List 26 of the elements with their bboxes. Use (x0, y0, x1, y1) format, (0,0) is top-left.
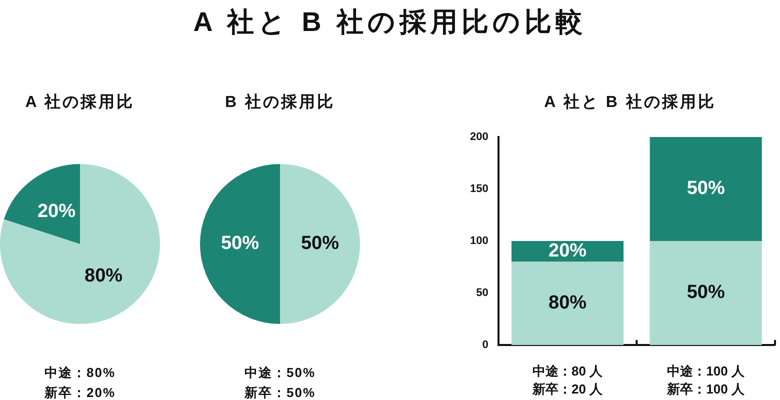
chart-title: B 社の採用比 (224, 92, 336, 113)
text: A 社と B 社の採用比の比較 (192, 6, 588, 39)
y-tick-label: 200 (470, 131, 488, 144)
annotation: 20% (548, 240, 587, 262)
annotation: 80% (548, 292, 587, 314)
y-tick-label: 0 (482, 339, 488, 352)
data-label: 80% (84, 266, 123, 287)
bar (511, 262, 624, 345)
y-tick-label: 100 (470, 235, 488, 248)
chart-title: A 社と B 社の採用比 (543, 92, 717, 113)
bar (650, 137, 762, 241)
bar (650, 241, 762, 345)
x-tick-label: 中途：100 人新卒：100 人 (666, 364, 746, 397)
y-tick-label: 150 (470, 183, 488, 196)
data-label: 50% (220, 233, 260, 254)
data-label: 50% (300, 233, 340, 254)
annotation: 50% (686, 178, 725, 200)
text: 新卒：20% (43, 384, 117, 400)
text: 中途：80% (43, 364, 117, 382)
data-label: 20% (37, 200, 76, 222)
annotation: 50% (686, 282, 725, 304)
y-tick-label: 50 (476, 287, 488, 300)
text: 新卒：50% (243, 384, 317, 400)
text: 中途：50% (243, 364, 317, 382)
chart-title: A 社の採用比 (24, 92, 136, 113)
x-tick-label: 中途：80 人新卒：20 人 (531, 364, 604, 397)
